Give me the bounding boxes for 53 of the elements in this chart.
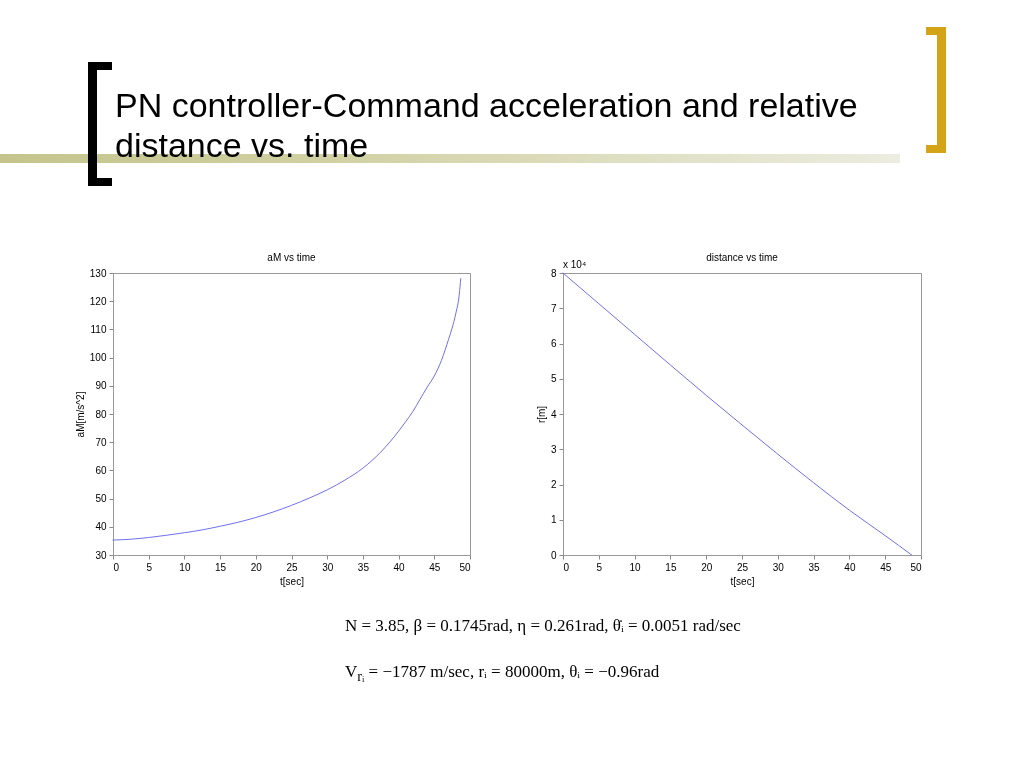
y-tick-label: 90 (95, 380, 107, 392)
x-tick-label: 45 (429, 561, 441, 573)
x-tick-label: 40 (393, 561, 406, 573)
x-tick-label: 10 (179, 561, 191, 573)
text: V$_{rᵢ}$ = −1787 m/sec, rᵢ = 80000m, θᵢ = −0.96rad (345, 661, 661, 687)
x-tick-label: 25 (736, 561, 749, 573)
x-tick-label: 15 (215, 561, 227, 573)
x-tick-label: 30 (772, 561, 785, 573)
chart-title: aM vs time (267, 252, 317, 263)
x-tick-label: 50 (459, 561, 471, 573)
y-axis-title: aM[m/s^2] (74, 391, 86, 438)
y-tick-label: 2 (550, 479, 557, 490)
x-tick-label: 25 (286, 561, 298, 573)
y-tick-label: 6 (550, 338, 557, 349)
x-tick-label: 5 (146, 561, 153, 573)
y-tick-label: 100 (89, 352, 107, 364)
line-series (112, 278, 462, 541)
x-axis-title: t[sec] (280, 575, 305, 587)
y-tick-label: 5 (550, 373, 557, 385)
y-tick-label: 60 (95, 464, 107, 476)
y-tick-label: 130 (89, 267, 107, 279)
x-tick-label: 50 (910, 561, 922, 573)
x-tick-label: 15 (665, 561, 677, 573)
x-tick-label: 45 (880, 561, 892, 573)
x-tick-label: 0 (563, 561, 570, 573)
y-tick-label: 30 (95, 549, 107, 561)
text: x 10⁴ (563, 259, 587, 271)
x-tick-label: 10 (629, 561, 642, 573)
y-tick-label: 1 (550, 514, 557, 526)
chart-title: distance vs time (706, 252, 779, 263)
y-tick-label: 110 (90, 323, 107, 335)
y-tick-label: 50 (95, 493, 107, 505)
y-tick-label: 70 (95, 436, 107, 448)
x-tick-label: 35 (357, 561, 370, 573)
x-tick-label: 0 (113, 561, 120, 573)
x-tick-label: 35 (808, 561, 821, 573)
x-tick-label: 20 (250, 561, 263, 573)
y-tick-label: 0 (550, 549, 557, 561)
y-tick-label: 7 (550, 302, 557, 314)
x-axis-title: t[sec] (730, 575, 755, 587)
text: PN controller-Command acceleration and relative distance vs. time (115, 85, 859, 165)
x-tick-label: 40 (844, 561, 856, 573)
y-tick-label: 4 (550, 408, 557, 420)
y-tick-label: 80 (95, 408, 107, 420)
y-tick-label: 8 (550, 267, 557, 279)
y-tick-label: 120 (89, 295, 107, 307)
y-tick-label: 40 (95, 521, 107, 533)
x-tick-label: 20 (701, 561, 713, 573)
x-tick-label: 30 (322, 561, 334, 573)
y-axis-title: r[m] (535, 405, 547, 424)
text: N = 3.85, β = 0.1745rad, η = 0.261rad, θ̇ᵢ = 0.0051 rad/sec (345, 615, 741, 637)
y-tick-label: 3 (550, 443, 557, 455)
x-tick-label: 5 (596, 561, 603, 573)
